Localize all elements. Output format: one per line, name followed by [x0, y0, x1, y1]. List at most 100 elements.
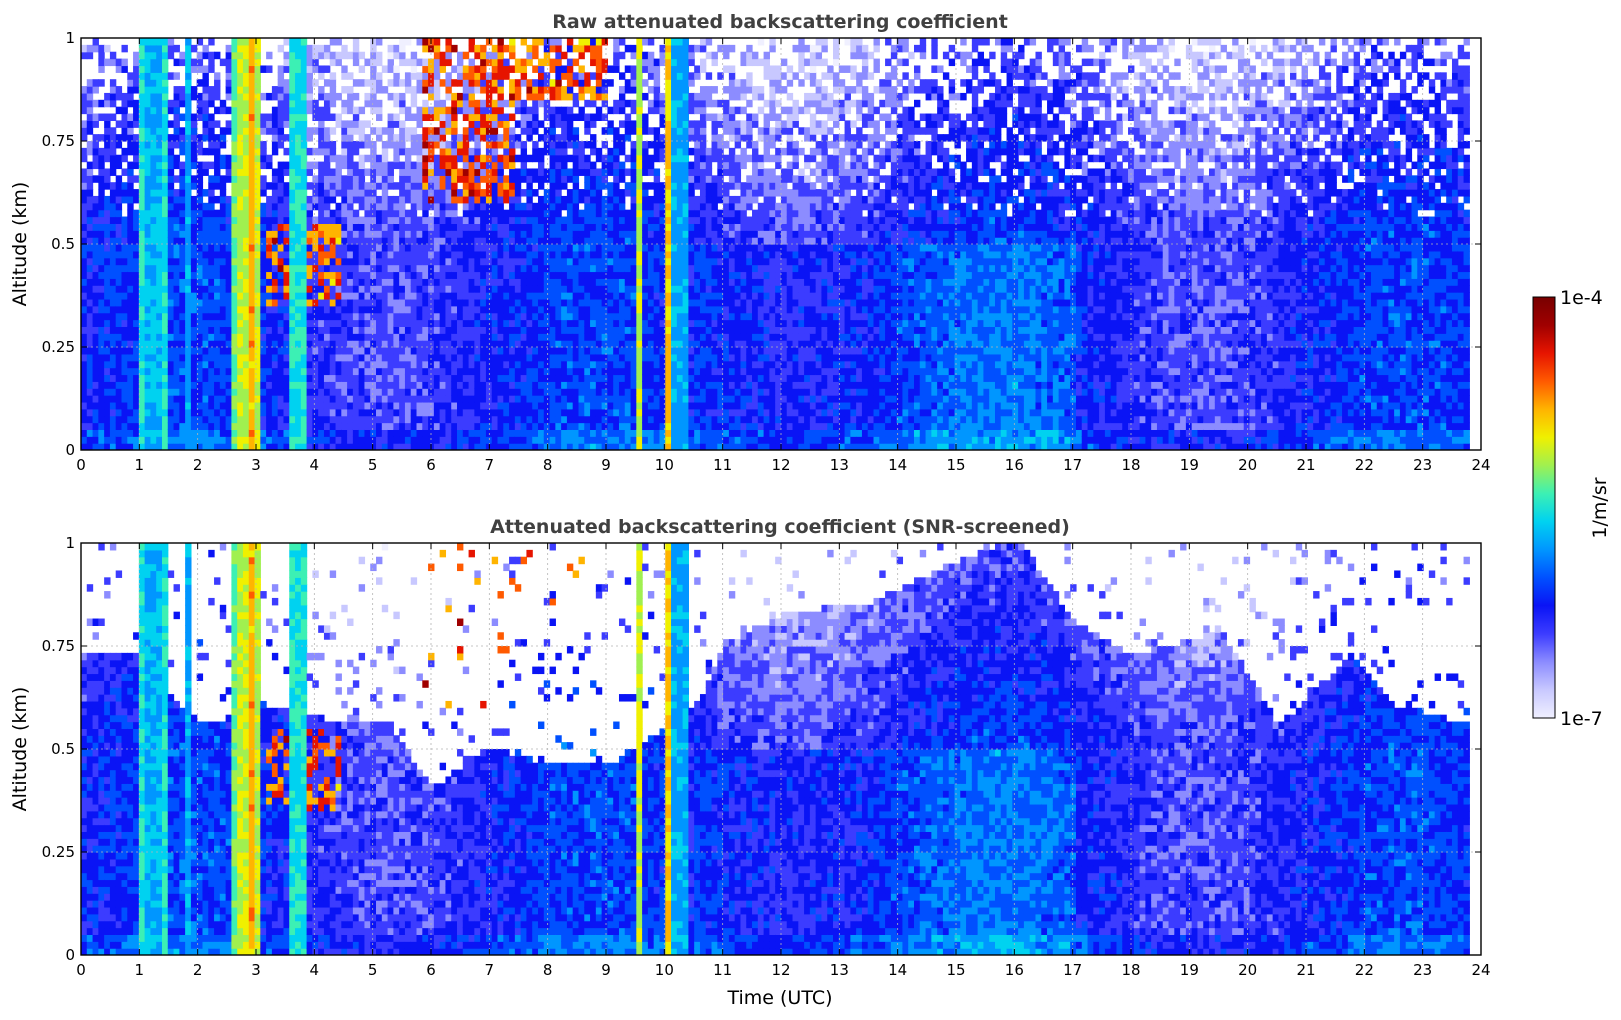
heatmap-cell: [352, 51, 360, 60]
heatmap-cell: [352, 223, 360, 231]
heatmap-cell: [404, 401, 412, 410]
heatmap-cell: [352, 319, 360, 327]
heatmap-cell: [584, 278, 591, 286]
heatmap-cell: [196, 360, 204, 369]
heatmap-cell: [254, 175, 261, 183]
heatmap-cell: [271, 257, 279, 266]
heatmap-cell: [416, 230, 423, 238]
heatmap-cell: [526, 401, 533, 410]
heatmap-cell: [196, 429, 204, 437]
heatmap-cell: [439, 120, 447, 128]
heatmap-cell: [578, 326, 585, 334]
heatmap-cell: [561, 127, 568, 135]
heatmap-cell: [289, 99, 296, 108]
heatmap-cell: [410, 86, 418, 94]
heatmap-cell: [607, 237, 614, 245]
heatmap-cell: [590, 353, 597, 362]
heatmap-cell: [173, 209, 180, 218]
heatmap-cell: [555, 120, 562, 128]
heatmap-cell: [514, 395, 522, 403]
heatmap-cell: [404, 333, 412, 341]
heatmap-cell: [387, 443, 394, 450]
heatmap-cell: [138, 58, 146, 67]
heatmap-cell: [543, 374, 551, 382]
heatmap-cell: [485, 326, 493, 334]
heatmap-cell: [485, 168, 493, 176]
heatmap-cell: [566, 367, 574, 376]
heatmap-cell: [370, 395, 377, 403]
heatmap-cell: [254, 395, 261, 403]
heatmap-cell: [572, 195, 580, 204]
heatmap-cell: [242, 223, 250, 231]
heatmap-cell: [387, 44, 394, 53]
heatmap-cell: [185, 298, 192, 307]
heatmap-cell: [260, 189, 267, 197]
heatmap-cell: [514, 86, 522, 94]
heatmap-cell: [474, 106, 481, 115]
heatmap-cell: [133, 319, 140, 327]
heatmap-cell: [225, 374, 232, 382]
heatmap-cell: [399, 408, 406, 417]
heatmap-cell: [266, 202, 273, 211]
heatmap-cell: [451, 79, 458, 87]
heatmap-cell: [468, 127, 475, 135]
heatmap-cell: [121, 388, 128, 396]
heatmap-cell: [416, 147, 423, 156]
heatmap-cell: [300, 72, 308, 80]
heatmap-cell: [115, 347, 123, 355]
heatmap-cell: [364, 422, 371, 430]
heatmap-cell: [161, 182, 169, 190]
heatmap-cell: [86, 216, 94, 224]
heatmap-cell: [352, 333, 360, 341]
heatmap-cell: [283, 168, 290, 176]
heatmap-cell: [329, 175, 337, 183]
heatmap-cell: [133, 415, 140, 424]
heatmap-cell: [335, 401, 342, 410]
heatmap-cell: [335, 161, 342, 170]
heatmap-cell: [462, 106, 470, 115]
heatmap-cell: [214, 367, 221, 376]
heatmap-cell: [248, 374, 256, 382]
heatmap-cell: [150, 79, 157, 87]
heatmap-cell: [271, 326, 279, 334]
heatmap-cell: [381, 209, 389, 218]
heatmap-cell: [555, 340, 562, 348]
heatmap-cell: [468, 312, 475, 321]
heatmap-cell: [601, 401, 609, 410]
heatmap-cell: [601, 271, 609, 279]
heatmap-cell: [381, 278, 389, 286]
heatmap-cell: [537, 182, 545, 190]
heatmap-cell: [352, 326, 360, 334]
heatmap-cell: [138, 422, 146, 430]
heatmap-cell: [323, 326, 331, 334]
heatmap-cell: [451, 388, 458, 396]
heatmap-cell: [104, 312, 111, 321]
heatmap-cell: [81, 244, 88, 252]
heatmap-cell: [410, 374, 418, 382]
heatmap-cell: [393, 395, 400, 403]
heatmap-cell: [439, 333, 447, 341]
heatmap-cell: [543, 127, 551, 135]
heatmap-cell: [242, 429, 250, 437]
heatmap-cell: [300, 161, 308, 170]
heatmap-cell: [422, 381, 429, 389]
heatmap-cell: [543, 381, 551, 389]
heatmap-cell: [485, 51, 493, 60]
heatmap-cell: [109, 51, 117, 60]
heatmap-cell: [462, 147, 470, 156]
heatmap-cell: [121, 44, 128, 53]
heatmap-cell: [92, 230, 99, 238]
heatmap-cell: [156, 340, 163, 348]
heatmap-cell: [133, 264, 140, 273]
heatmap-cell: [433, 250, 441, 259]
heatmap-cell: [433, 141, 441, 149]
heatmap-cell: [370, 271, 377, 279]
heatmap-cell: [127, 360, 134, 369]
heatmap-cell: [202, 250, 209, 259]
heatmap-cell: [613, 395, 620, 403]
heatmap-cell: [92, 436, 99, 444]
heatmap-cell: [549, 292, 556, 300]
heatmap-cell: [312, 360, 319, 369]
heatmap-cell: [133, 209, 140, 218]
heatmap-cell: [410, 202, 418, 211]
